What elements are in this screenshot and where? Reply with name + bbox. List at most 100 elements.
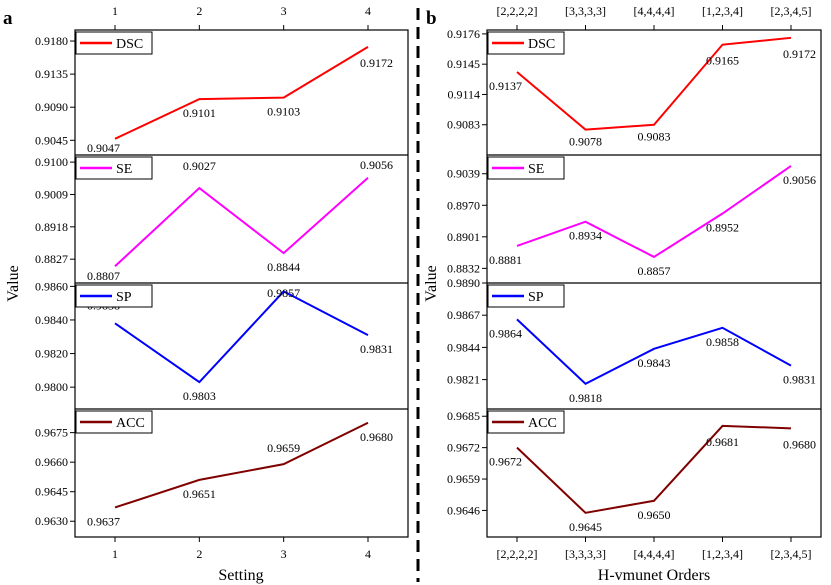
- panel-a-se-ytick-label-0: 0.8827: [35, 252, 68, 266]
- panel-b-dsc-legend-label: DSC: [528, 37, 555, 52]
- panel-b-sp-legend-label: SP: [528, 290, 544, 305]
- panel-b-se-ytick-label-1: 0.8901: [447, 230, 480, 244]
- panel-b-sp-line: [516, 318, 792, 386]
- panel-a-se-ytick-label-2: 0.9009: [35, 187, 68, 201]
- panel-b-se-data-label-0: 0.8881: [489, 253, 522, 267]
- panel-a-sp-ytick-label-1: 0.9820: [35, 347, 68, 361]
- panel-a-sp-legend-label: SP: [116, 290, 132, 305]
- panel-b-sp-data-label-3: 0.9858: [706, 335, 739, 349]
- panel-b-acc-ytick-label-2: 0.9672: [447, 441, 480, 455]
- panel-a-dsc-data-label-2: 0.9103: [267, 105, 300, 119]
- panel-b-dsc-data-label-2: 0.9083: [638, 130, 671, 144]
- panel-a-sp-legend-box: [75, 284, 153, 308]
- panel-b-se-data-label-4: 0.9056: [783, 173, 816, 187]
- panel-b-ylabel: Value: [423, 265, 440, 301]
- panel-a-xtick-label-bottom-0: 1: [112, 547, 118, 561]
- panel-a-acc-legend-label: ACC: [116, 416, 145, 431]
- panel-b-sp-ytick-label-3: 0.9890: [447, 276, 480, 290]
- panel-a-dsc-ytick-label-2: 0.9135: [35, 67, 68, 81]
- panel-a-letter: a: [3, 8, 13, 29]
- panel-b-acc-ytick-label-1: 0.9659: [447, 472, 480, 486]
- panel-b-acc-legend-label: ACC: [528, 416, 557, 431]
- panel-a-acc-line: [114, 421, 369, 509]
- panel-a-sp-ytick-label-0: 0.9800: [35, 380, 68, 394]
- panel-b-se-legend-box: [487, 156, 565, 180]
- panel-b-dsc-ytick-label-0: 0.9083: [447, 118, 480, 132]
- panel-b-letter: b: [426, 8, 437, 29]
- panel-b-se-data-label-2: 0.8857: [638, 264, 671, 278]
- panel-a-dsc-data-label-0: 0.9047: [87, 141, 120, 155]
- panel-b-se-data-label-3: 0.8952: [706, 221, 739, 235]
- panel-a-acc-data-label-1: 0.9651: [183, 487, 216, 501]
- panel-a-xlabel: Setting: [218, 567, 263, 584]
- panel-a-xtick-label-bottom-1: 2: [196, 547, 202, 561]
- panel-b-sp-data-label-4: 0.9831: [783, 373, 816, 387]
- panel-b-dsc-ytick-label-3: 0.9176: [447, 27, 480, 41]
- panel-b-xtick-label-top-1: [3,3,3,3]: [565, 4, 606, 18]
- panel-b-se-ytick-label-0: 0.8832: [447, 261, 480, 275]
- panel-a-dsc-legend-label: DSC: [116, 37, 143, 52]
- panel-b-xlabel: H-vmunet Orders: [598, 567, 710, 584]
- panel-b-dsc-data-label-3: 0.9165: [706, 54, 739, 68]
- panel-a-dsc-data-label-3: 0.9172: [360, 56, 393, 70]
- panel-a-se-data-label-1: 0.9027: [183, 159, 216, 173]
- panel-a-sp-line: [114, 290, 369, 384]
- panel-b-acc-ytick-label-0: 0.9646: [447, 503, 480, 517]
- panel-a-dsc-line: [114, 46, 369, 140]
- panel-b-xtick-label-top-3: [1,2,3,4]: [702, 4, 743, 18]
- panel-b-xtick-label-top-4: [2,3,4,5]: [771, 4, 812, 18]
- panel-b-acc-data-label-4: 0.9680: [783, 437, 816, 451]
- panel-b-sp-ytick-label-1: 0.9844: [447, 340, 480, 354]
- panel-b-sp-data-label-0: 0.9864: [489, 326, 522, 340]
- panel-b-acc-data-label-0: 0.9672: [489, 455, 522, 469]
- panel-b-dsc-data-label-1: 0.9078: [569, 135, 602, 149]
- panel-b-sp-data-label-1: 0.9818: [569, 391, 602, 405]
- panel-b-acc-line: [516, 424, 792, 514]
- panel-b-xtick-label-bottom-0: [2,2,2,2]: [497, 547, 538, 561]
- panel-a-xtick-label-bottom-2: 3: [281, 547, 287, 561]
- panel-a-se-data-label-2: 0.8844: [267, 260, 300, 274]
- panel-b-xtick-label-top-2: [4,4,4,4]: [634, 4, 675, 18]
- panel-b-sp-data-label-2: 0.9843: [638, 356, 671, 370]
- panel-a-xtick-label-top-0: 1: [112, 4, 118, 18]
- panel-a-sp-ytick-label-2: 0.9840: [35, 313, 68, 327]
- panel-a-dsc-legend-box: [75, 31, 153, 55]
- panel-a-acc-legend-box: [75, 410, 153, 434]
- panel-b-xtick-label-bottom-1: [3,3,3,3]: [565, 547, 606, 561]
- panel-b-se-data-label-1: 0.8934: [569, 229, 602, 243]
- panel-a-sp-data-label-2: 0.9857: [267, 286, 300, 300]
- panel-a-acc-data-label-0: 0.9637: [87, 514, 120, 528]
- panel-b-dsc-legend-box: [487, 31, 565, 55]
- panel-b-xtick-label-bottom-4: [2,3,4,5]: [771, 547, 812, 561]
- panel-b-se-ytick-label-2: 0.8970: [447, 198, 480, 212]
- panel-a-xtick-label-top-2: 3: [281, 4, 287, 18]
- panel-b-dsc-data-label-4: 0.9172: [783, 47, 816, 61]
- panel-a-dsc-ytick-label-3: 0.9180: [35, 34, 68, 48]
- panel-b-sp-ytick-label-2: 0.9867: [447, 308, 480, 322]
- panel-b-xtick-label-top-0: [2,2,2,2]: [497, 4, 538, 18]
- panel-a-xtick-label-top-1: 2: [196, 4, 202, 18]
- panel-a-sp-ytick-label-3: 0.9860: [35, 279, 68, 293]
- panel-a-xtick-label-top-3: 4: [365, 4, 371, 18]
- panel-a-acc-ytick-label-2: 0.9660: [35, 455, 68, 469]
- panel-a-acc-ytick-label-0: 0.9630: [35, 514, 68, 528]
- panel-a-dsc-data-label-1: 0.9101: [183, 106, 216, 120]
- panel-b-se-legend-label: SE: [528, 162, 544, 177]
- panel-b-acc-ytick-label-3: 0.9685: [447, 409, 480, 423]
- panel-a-se-ytick-label-1: 0.8918: [35, 220, 68, 234]
- panel-a-se-data-label-0: 0.8807: [87, 269, 120, 283]
- panel-a-acc-ytick-label-3: 0.9675: [35, 426, 68, 440]
- panel-a-acc-data-label-3: 0.9680: [360, 430, 393, 444]
- panel-a-dsc-ytick-label-0: 0.9045: [35, 133, 68, 147]
- panel-a-se-legend-label: SE: [116, 162, 132, 177]
- panel-b-xtick-label-bottom-2: [4,4,4,4]: [634, 547, 675, 561]
- panel-b-acc-legend-box: [487, 410, 565, 434]
- panel-b-se-line: [516, 165, 792, 259]
- panel-b-se-ytick-label-3: 0.9039: [447, 167, 480, 181]
- panel-b-dsc-ytick-label-2: 0.9145: [447, 57, 480, 71]
- panel-b-acc-data-label-1: 0.9645: [569, 520, 602, 534]
- panel-b-dsc-data-label-0: 0.9137: [489, 79, 522, 93]
- panel-b-sp-ytick-label-0: 0.9821: [447, 373, 480, 387]
- panel-a-se-data-label-3: 0.9056: [360, 158, 393, 172]
